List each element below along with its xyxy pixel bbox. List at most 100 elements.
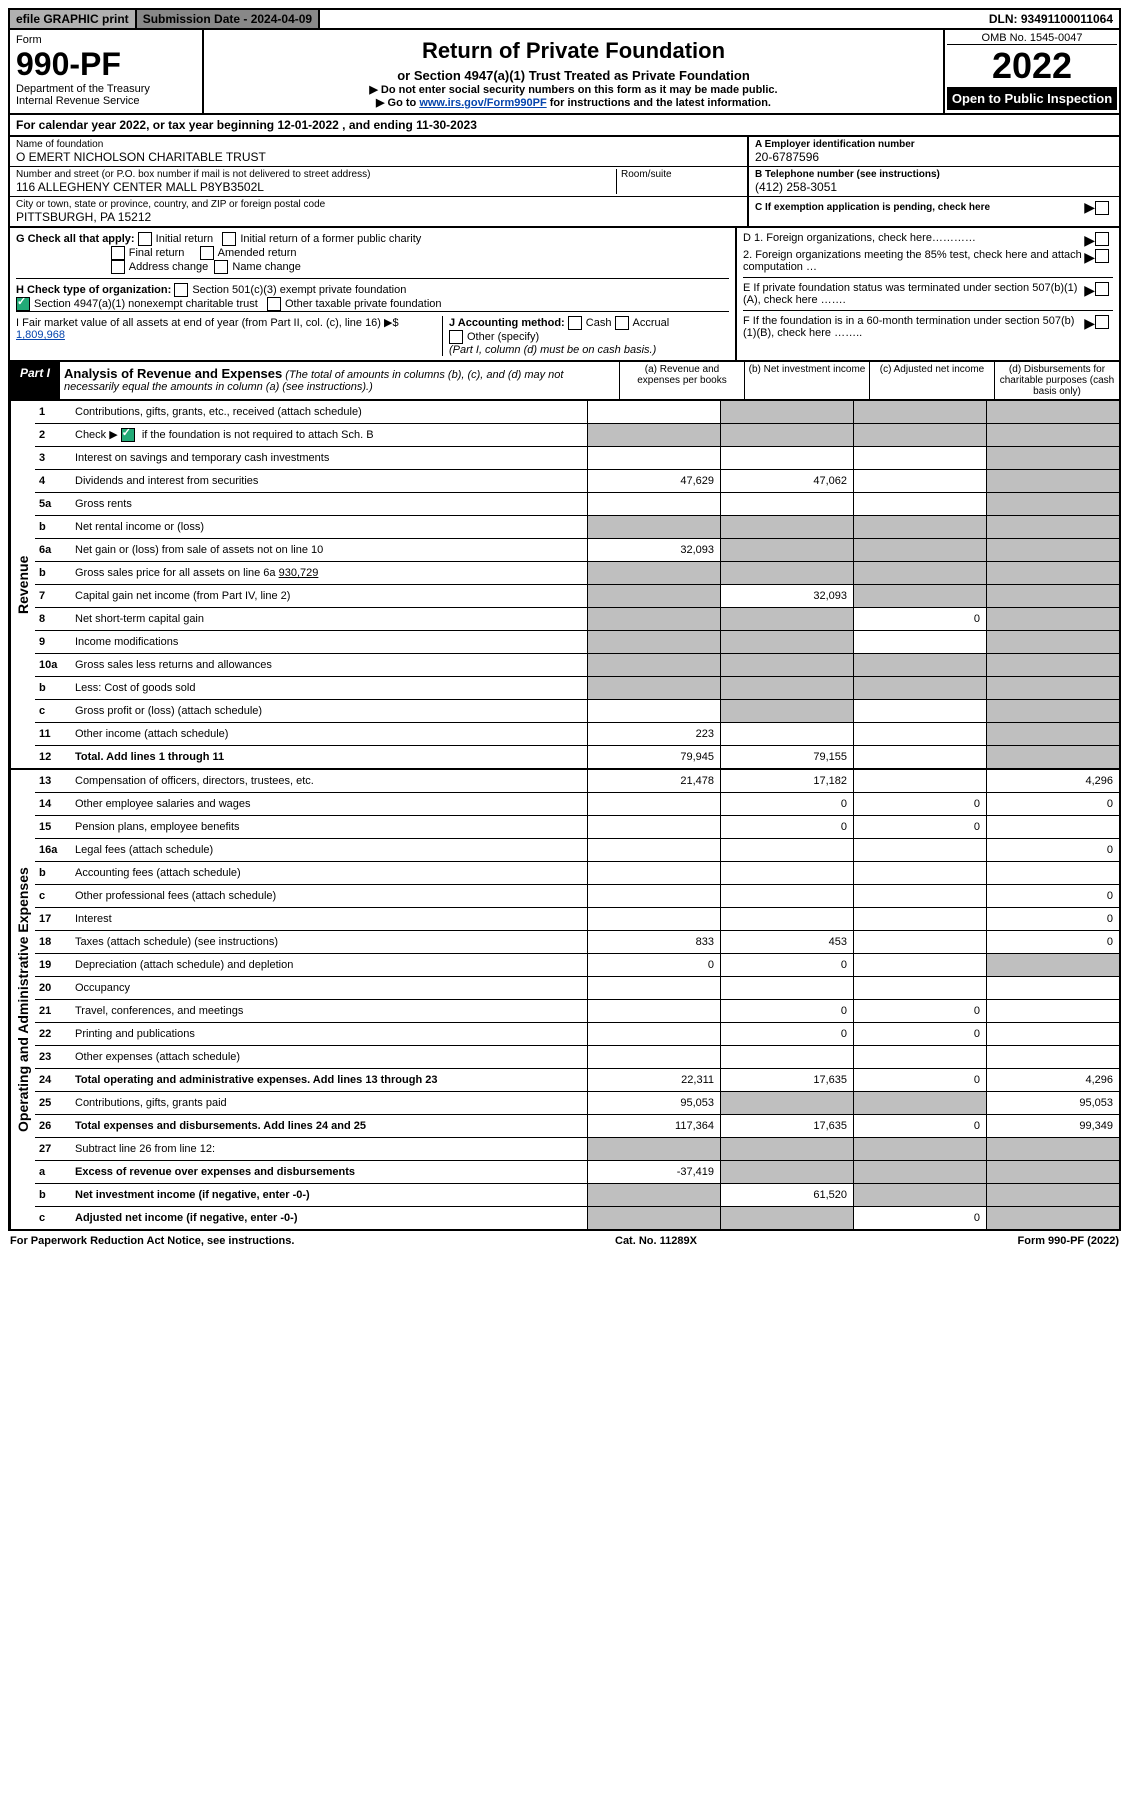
instruction-2: ▶ Go to www.irs.gov/Form990PF for instru… xyxy=(208,96,939,109)
g-amended-checkbox[interactable] xyxy=(200,246,214,260)
col-a-header: (a) Revenue and expenses per books xyxy=(619,362,744,399)
l13-d: 4,296 xyxy=(986,770,1119,792)
arrow-icon: ▶ xyxy=(1084,232,1095,249)
form-header: Form 990-PF Department of the Treasury I… xyxy=(8,30,1121,115)
i-value-link[interactable]: 1,809,968 xyxy=(16,329,65,341)
line-24-desc: Total operating and administrative expen… xyxy=(71,1072,587,1088)
f-checkbox[interactable] xyxy=(1095,315,1109,329)
l16a-d: 0 xyxy=(986,839,1119,861)
l24-c: 0 xyxy=(853,1069,986,1091)
l21-c: 0 xyxy=(853,1000,986,1022)
h-4947-checkbox[interactable] xyxy=(16,297,30,311)
l6b-value: 930,729 xyxy=(279,567,319,579)
g-name-checkbox[interactable] xyxy=(214,260,228,274)
l25-d: 95,053 xyxy=(986,1092,1119,1114)
j-cash-checkbox[interactable] xyxy=(568,316,582,330)
l22-c: 0 xyxy=(853,1023,986,1045)
line-10c-desc: Gross profit or (loss) (attach schedule) xyxy=(71,703,587,719)
h-501c3-checkbox[interactable] xyxy=(174,283,188,297)
g-initial-checkbox[interactable] xyxy=(138,232,152,246)
line-6a-desc: Net gain or (loss) from sale of assets n… xyxy=(71,542,587,558)
inst2-post: for instructions and the latest informat… xyxy=(550,97,771,109)
line-16c-desc: Other professional fees (attach schedule… xyxy=(71,888,587,904)
f-label: F If the foundation is in a 60-month ter… xyxy=(743,315,1084,339)
g-final-checkbox[interactable] xyxy=(111,246,125,260)
line-7-desc: Capital gain net income (from Part IV, l… xyxy=(71,588,587,604)
line-2-desc: Check ▶ if the foundation is not require… xyxy=(71,426,587,444)
line-3-desc: Interest on savings and temporary cash i… xyxy=(71,450,587,466)
line-12-desc: Total. Add lines 1 through 11 xyxy=(71,749,587,765)
l24-d: 4,296 xyxy=(986,1069,1119,1091)
l22-b: 0 xyxy=(720,1023,853,1045)
d1-checkbox[interactable] xyxy=(1095,232,1109,246)
h-501c3-label: Section 501(c)(3) exempt private foundat… xyxy=(192,284,406,296)
line-14-desc: Other employee salaries and wages xyxy=(71,796,587,812)
foundation-info: Name of foundation O EMERT NICHOLSON CHA… xyxy=(8,137,1121,228)
foundation-name: O EMERT NICHOLSON CHARITABLE TRUST xyxy=(16,150,741,164)
g-amended-label: Amended return xyxy=(218,247,297,259)
g-label: G Check all that apply: xyxy=(16,233,135,245)
l12-a: 79,945 xyxy=(587,746,720,768)
dept-treasury: Department of the Treasury xyxy=(16,83,196,95)
h-4947-label: Section 4947(a)(1) nonexempt charitable … xyxy=(34,298,258,310)
l21-b: 0 xyxy=(720,1000,853,1022)
room-label: Room/suite xyxy=(621,169,741,180)
line-2-checkbox[interactable] xyxy=(121,428,135,442)
page-footer: For Paperwork Reduction Act Notice, see … xyxy=(8,1231,1121,1251)
line-20-desc: Occupancy xyxy=(71,980,587,996)
l14-d: 0 xyxy=(986,793,1119,815)
submission-date: Submission Date - 2024-04-09 xyxy=(137,10,320,28)
address-value: 116 ALLEGHENY CENTER MALL P8YB3502L xyxy=(16,180,616,194)
l7-b: 32,093 xyxy=(720,585,853,607)
irs-label: Internal Revenue Service xyxy=(16,95,196,107)
line-27c-desc: Adjusted net income (if negative, enter … xyxy=(71,1210,587,1226)
line-22-desc: Printing and publications xyxy=(71,1026,587,1042)
line-27b-desc: Net investment income (if negative, ente… xyxy=(71,1187,587,1203)
l15-c: 0 xyxy=(853,816,986,838)
l17-d: 0 xyxy=(986,908,1119,930)
j-other-checkbox[interactable] xyxy=(449,330,463,344)
arrow-icon: ▶ xyxy=(1084,249,1095,273)
dln-number: DLN: 93491100011064 xyxy=(983,10,1119,28)
c-checkbox[interactable] xyxy=(1095,201,1109,215)
l27c-c: 0 xyxy=(853,1207,986,1229)
phone-value: (412) 258-3051 xyxy=(755,180,1113,194)
g-addr-checkbox[interactable] xyxy=(111,260,125,274)
l13-b: 17,182 xyxy=(720,770,853,792)
omb-number: OMB No. 1545-0047 xyxy=(947,32,1117,45)
line-5b-desc: Net rental income or (loss) xyxy=(71,519,587,535)
line-27a-desc: Excess of revenue over expenses and disb… xyxy=(71,1164,587,1180)
line-10a-desc: Gross sales less returns and allowances xyxy=(71,657,587,673)
line-5a-desc: Gross rents xyxy=(71,496,587,512)
top-bar: efile GRAPHIC print Submission Date - 20… xyxy=(8,8,1121,30)
arrow-icon: ▶ xyxy=(1084,282,1095,306)
form-label: Form xyxy=(16,34,196,46)
h-other-checkbox[interactable] xyxy=(267,297,281,311)
j-accrual-checkbox[interactable] xyxy=(615,316,629,330)
e-checkbox[interactable] xyxy=(1095,282,1109,296)
l16c-d: 0 xyxy=(986,885,1119,907)
d2-checkbox[interactable] xyxy=(1095,249,1109,263)
j-label: J Accounting method: xyxy=(449,317,565,329)
c-label: C If exemption application is pending, c… xyxy=(755,202,1084,213)
l24-a: 22,311 xyxy=(587,1069,720,1091)
l4-a: 47,629 xyxy=(587,470,720,492)
form990pf-link[interactable]: www.irs.gov/Form990PF xyxy=(419,97,546,109)
g-initial-former-checkbox[interactable] xyxy=(222,232,236,246)
i-label: I Fair market value of all assets at end… xyxy=(16,317,399,329)
phone-label: B Telephone number (see instructions) xyxy=(755,169,1113,180)
line-10b-desc: Less: Cost of goods sold xyxy=(71,680,587,696)
line-16b-desc: Accounting fees (attach schedule) xyxy=(71,865,587,881)
line-4-desc: Dividends and interest from securities xyxy=(71,473,587,489)
open-public-badge: Open to Public Inspection xyxy=(947,87,1117,110)
l14-c: 0 xyxy=(853,793,986,815)
ein-label: A Employer identification number xyxy=(755,139,1113,150)
j-cash-label: Cash xyxy=(586,317,612,329)
line-17-desc: Interest xyxy=(71,911,587,927)
name-label: Name of foundation xyxy=(16,139,741,150)
l15-b: 0 xyxy=(720,816,853,838)
line-15-desc: Pension plans, employee benefits xyxy=(71,819,587,835)
form-number: 990-PF xyxy=(16,46,196,83)
efile-print-button[interactable]: efile GRAPHIC print xyxy=(10,10,137,28)
form-subtitle: or Section 4947(a)(1) Trust Treated as P… xyxy=(208,68,939,83)
